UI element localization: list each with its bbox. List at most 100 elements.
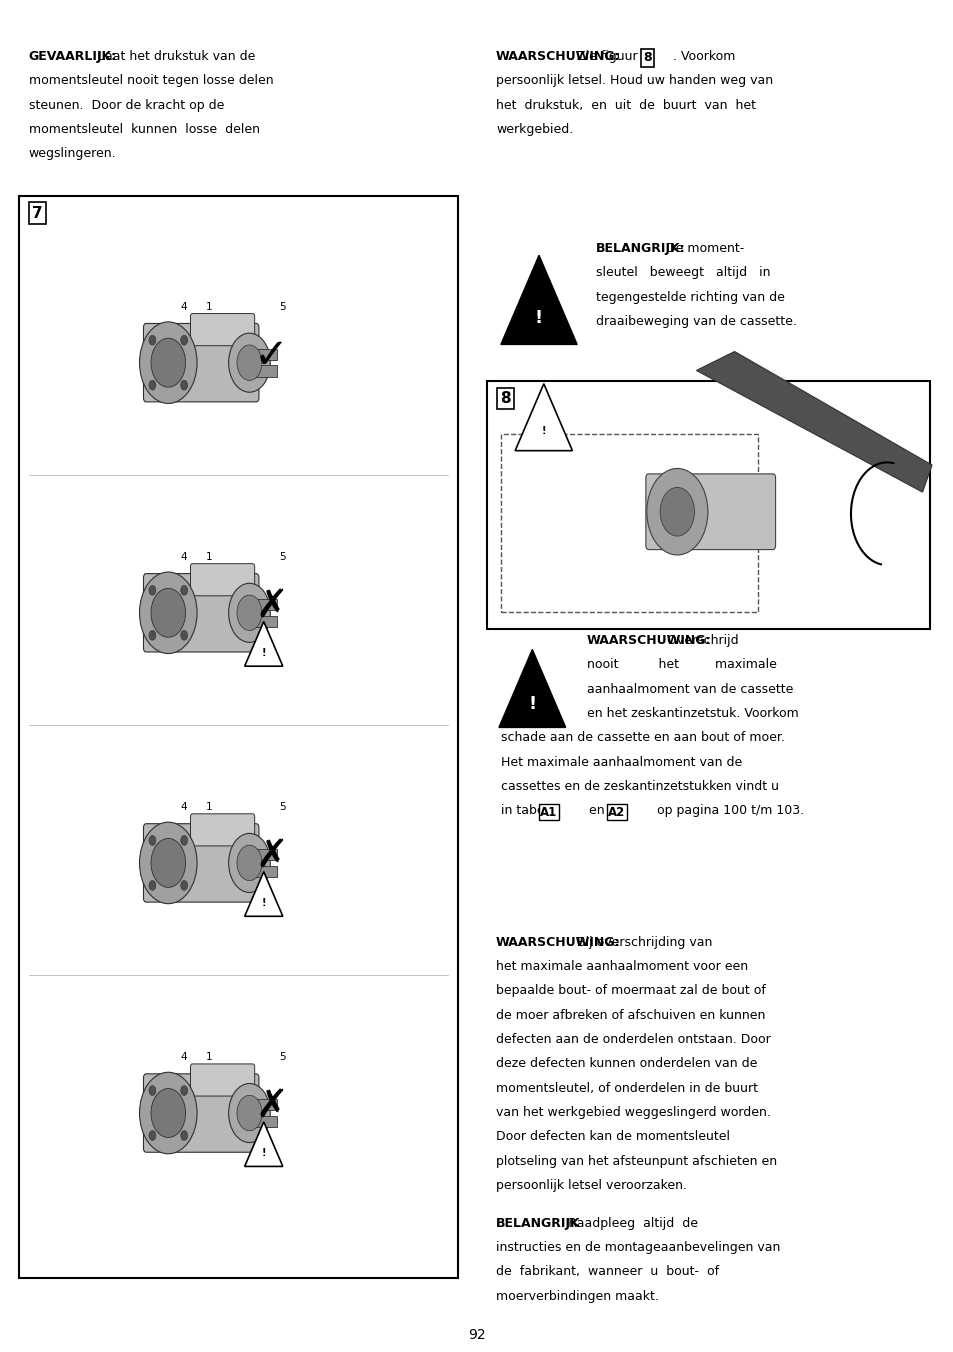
Polygon shape (498, 649, 565, 727)
Text: schade aan de cassette en aan bout of moer.: schade aan de cassette en aan bout of mo… (500, 731, 784, 745)
Text: :  Raadpleeg  altijd  de: : Raadpleeg altijd de (556, 1217, 698, 1230)
Text: tegengestelde richting van de: tegengestelde richting van de (596, 291, 784, 304)
Circle shape (139, 822, 197, 903)
Text: 1: 1 (205, 552, 212, 562)
Circle shape (149, 880, 155, 891)
Text: WAARSCHUWING:: WAARSCHUWING: (496, 50, 620, 64)
Text: WAARSCHUWING:: WAARSCHUWING: (586, 634, 711, 648)
FancyBboxPatch shape (645, 473, 775, 549)
Text: 1: 1 (205, 802, 212, 813)
Text: persoonlijk letsel veroorzaken.: persoonlijk letsel veroorzaken. (496, 1179, 686, 1192)
FancyBboxPatch shape (253, 615, 276, 627)
Text: !: ! (541, 426, 545, 435)
Text: Laat het drukstuk van de: Laat het drukstuk van de (94, 50, 255, 64)
Circle shape (180, 836, 188, 845)
Circle shape (139, 572, 197, 653)
Polygon shape (696, 352, 931, 492)
FancyBboxPatch shape (486, 381, 929, 629)
Text: !: ! (261, 898, 266, 909)
FancyBboxPatch shape (500, 434, 758, 612)
Text: A2: A2 (607, 806, 624, 819)
Text: wegslingeren.: wegslingeren. (29, 147, 116, 161)
Text: Zie figuur: Zie figuur (572, 50, 640, 64)
Text: !: ! (261, 1148, 266, 1159)
Text: ✗: ✗ (254, 837, 288, 875)
Text: !: ! (528, 695, 536, 713)
Text: 1: 1 (205, 301, 212, 312)
FancyBboxPatch shape (143, 323, 258, 402)
Text: WAARSCHUWING:: WAARSCHUWING: (496, 936, 620, 949)
Text: Het maximale aanhaalmoment van de: Het maximale aanhaalmoment van de (500, 756, 741, 769)
FancyBboxPatch shape (253, 365, 276, 377)
Polygon shape (500, 256, 577, 345)
Circle shape (229, 833, 270, 892)
Text: Bij overschrijding van: Bij overschrijding van (572, 936, 711, 949)
Text: !: ! (535, 308, 542, 327)
Text: 8: 8 (642, 51, 652, 65)
Text: De moment-: De moment- (661, 242, 743, 256)
Circle shape (229, 1083, 270, 1142)
FancyBboxPatch shape (191, 1064, 254, 1096)
Circle shape (151, 1088, 185, 1137)
Text: 92: 92 (468, 1328, 485, 1341)
Text: 4: 4 (180, 802, 187, 813)
FancyBboxPatch shape (19, 196, 457, 1278)
Text: moerverbindingen maakt.: moerverbindingen maakt. (496, 1290, 659, 1303)
FancyBboxPatch shape (143, 823, 258, 902)
Text: nooit          het         maximale: nooit het maximale (586, 658, 776, 672)
Text: en het zeskantinzetstuk. Voorkom: en het zeskantinzetstuk. Voorkom (586, 707, 798, 721)
Polygon shape (244, 1122, 282, 1167)
Polygon shape (515, 384, 572, 450)
Text: !: ! (261, 648, 266, 658)
Text: van het werkgebied weggeslingerd worden.: van het werkgebied weggeslingerd worden. (496, 1106, 770, 1119)
Text: GEVAARLIJK:: GEVAARLIJK: (29, 50, 116, 64)
Text: . Voorkom: . Voorkom (672, 50, 734, 64)
Text: bepaalde bout- of moermaat zal de bout of: bepaalde bout- of moermaat zal de bout o… (496, 984, 765, 998)
Text: BELANGRIJK:: BELANGRIJK: (596, 242, 685, 256)
Circle shape (151, 838, 185, 887)
FancyBboxPatch shape (191, 564, 254, 596)
FancyBboxPatch shape (143, 573, 258, 652)
Circle shape (180, 630, 188, 641)
Text: aanhaalmoment van de cassette: aanhaalmoment van de cassette (586, 683, 792, 696)
Text: 7: 7 (32, 206, 43, 220)
Text: persoonlijk letsel. Houd uw handen weg van: persoonlijk letsel. Houd uw handen weg v… (496, 74, 772, 88)
Circle shape (180, 585, 188, 595)
Text: 5: 5 (279, 552, 285, 562)
Circle shape (151, 588, 185, 637)
Circle shape (149, 630, 155, 641)
Circle shape (236, 1095, 262, 1130)
Circle shape (229, 583, 270, 642)
Text: het maximale aanhaalmoment voor een: het maximale aanhaalmoment voor een (496, 960, 747, 973)
Circle shape (236, 595, 262, 630)
Text: steunen.  Door de kracht op de: steunen. Door de kracht op de (29, 99, 224, 112)
Circle shape (149, 1086, 155, 1095)
Polygon shape (244, 622, 282, 667)
Text: op pagina 100 t/m 103.: op pagina 100 t/m 103. (652, 804, 803, 818)
Text: 4: 4 (180, 301, 187, 312)
Text: draaibeweging van de cassette.: draaibeweging van de cassette. (596, 315, 797, 329)
Text: BELANGRIJK: BELANGRIJK (496, 1217, 580, 1230)
Circle shape (149, 585, 155, 595)
Circle shape (229, 333, 270, 392)
Text: 5: 5 (279, 301, 285, 312)
Text: 5: 5 (279, 802, 285, 813)
Text: en: en (584, 804, 608, 818)
Circle shape (149, 380, 155, 391)
Text: 8: 8 (499, 391, 510, 406)
Text: ✗: ✗ (254, 1087, 288, 1125)
Polygon shape (244, 872, 282, 917)
Circle shape (180, 380, 188, 391)
Text: momentsleutel  kunnen  losse  delen: momentsleutel kunnen losse delen (29, 123, 259, 137)
Circle shape (236, 845, 262, 880)
Circle shape (149, 335, 155, 345)
Circle shape (180, 880, 188, 891)
Circle shape (659, 487, 694, 535)
Circle shape (236, 345, 262, 380)
FancyBboxPatch shape (253, 865, 276, 877)
Text: instructies en de montageaanbevelingen van: instructies en de montageaanbevelingen v… (496, 1241, 780, 1255)
FancyBboxPatch shape (253, 349, 276, 360)
Circle shape (139, 322, 197, 403)
Circle shape (180, 1086, 188, 1095)
Text: 1: 1 (205, 1052, 212, 1063)
